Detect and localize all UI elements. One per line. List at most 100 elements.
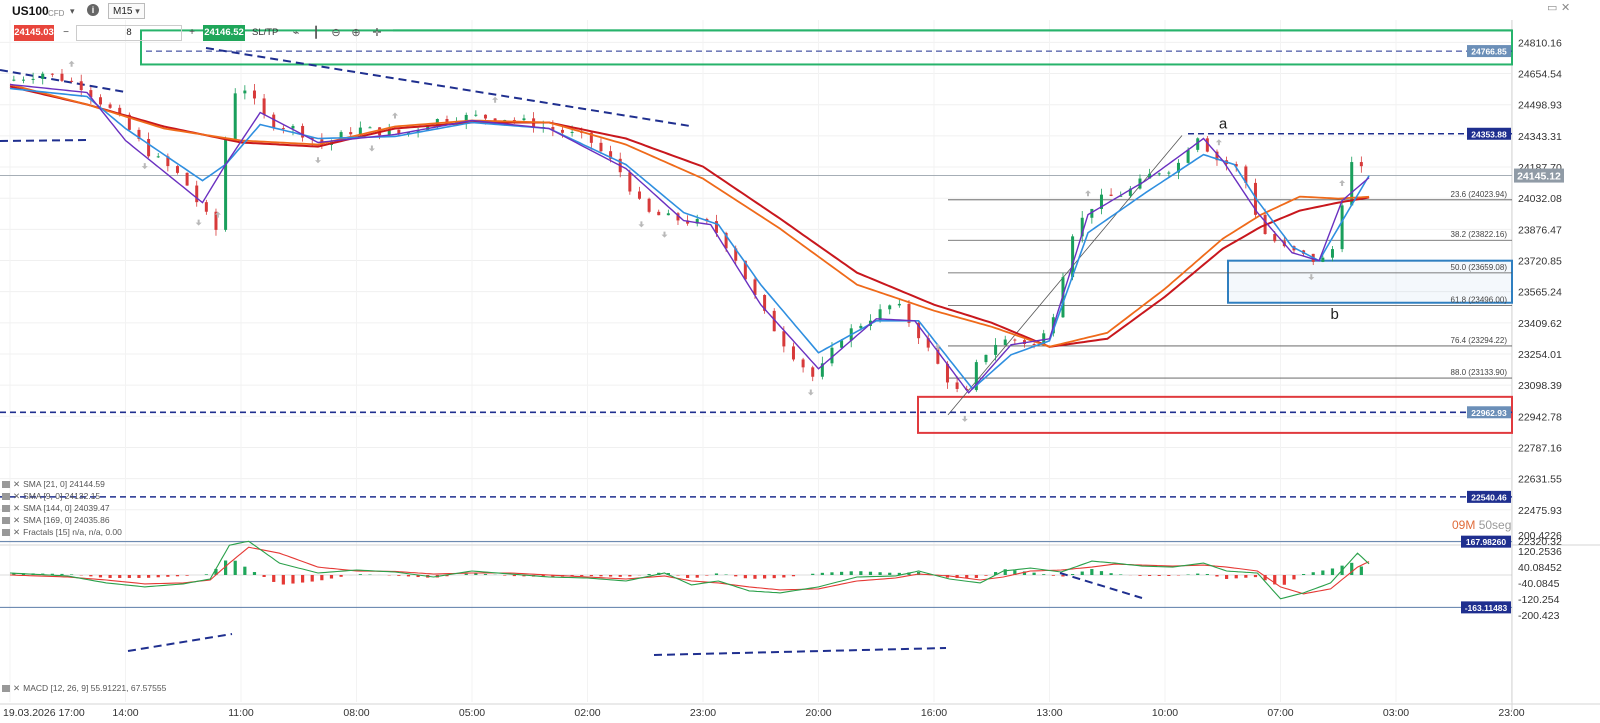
decrease-quantity-button[interactable]: − (63, 27, 69, 38)
wave-label: a (1219, 116, 1228, 133)
settings-icon[interactable] (2, 481, 10, 489)
close-icon[interactable]: ✕ (1561, 2, 1571, 14)
level-label-bg (1467, 406, 1511, 419)
macd-histogram-bar (1292, 575, 1296, 580)
macd-histogram-bar (840, 571, 844, 575)
candle-body (493, 118, 497, 122)
info-icon[interactable]: i (87, 4, 99, 16)
candle-body (878, 309, 882, 321)
macd-histogram-bar (291, 575, 295, 584)
buy-button[interactable]: 24146.52 (203, 25, 245, 41)
macd-histogram-bar (1244, 575, 1248, 578)
crosshair-icon[interactable]: ✛ (372, 27, 382, 39)
candle-body (994, 344, 998, 355)
level-label: 22962.93 (1471, 408, 1507, 418)
candle-body (127, 114, 131, 130)
settings-icon[interactable] (2, 529, 10, 537)
legend-item[interactable]: ✕ SMA [169, 0] 24035.86 (2, 514, 110, 526)
settings-icon[interactable] (2, 685, 10, 693)
increase-quantity-button[interactable]: + (189, 27, 195, 38)
macd-histogram-bar (243, 566, 247, 575)
sltp-button[interactable]: SL/TP (252, 27, 279, 38)
macd-histogram-bar (1032, 572, 1036, 575)
zoom-in-icon[interactable]: ⊕ (351, 27, 361, 39)
legend-item[interactable]: ✕ SMA [21, 0] 24144.59 (2, 478, 105, 490)
legend-item[interactable]: ✕ SMA [144, 0] 24039.47 (2, 502, 110, 514)
time-tick: 13:00 (1036, 707, 1062, 719)
macd-histogram-bar (551, 575, 555, 577)
candle-body (387, 129, 391, 136)
macd-histogram-bar (175, 575, 180, 577)
symbol-dropdown-icon[interactable]: ▾ (70, 6, 75, 16)
remove-icon[interactable]: ✕ (13, 491, 21, 501)
candle-body (743, 260, 747, 280)
horizontal-levels[interactable]: 24766.85 24353.88 22962.93 22540.46 (0, 45, 1512, 503)
maximize-icon[interactable]: ▭ (1547, 2, 1558, 14)
trendlines[interactable] (0, 47, 691, 142)
remove-icon[interactable]: ✕ (13, 479, 21, 489)
time-tick: 08:00 (343, 707, 369, 719)
macd-histogram-bar (406, 575, 411, 577)
macd-histogram-bar (628, 575, 632, 577)
sell-button[interactable]: 24145.03 (14, 25, 54, 41)
level-label-bg (1467, 45, 1511, 58)
candle-body (763, 294, 767, 311)
macd-histogram-bar (1022, 571, 1027, 575)
candle-body (1003, 339, 1007, 345)
macd-histogram-bar (416, 575, 420, 578)
candle-body (1167, 172, 1171, 174)
candle-body (522, 118, 526, 121)
macd-histogram-bar (1080, 571, 1084, 575)
fractal-arrow (68, 60, 75, 67)
candle-body (686, 220, 690, 224)
macd-histogram-bar (281, 575, 285, 585)
chart-grid (0, 20, 1600, 710)
macd-legend[interactable]: ✕ MACD [12, 26, 9] 55.91221, 67.57555 (2, 682, 166, 694)
macd-histogram-bar (888, 572, 892, 575)
legend-item[interactable]: ✕ SMA [9, 0] 24132.15 (2, 490, 100, 502)
settings-icon[interactable] (2, 493, 10, 501)
macd-histogram-bar (1061, 575, 1065, 577)
fibonacci-retracement[interactable]: 23.6 (24023.94) 38.2 (23822.16) 50.0 (2365… (947, 135, 1512, 416)
macd-histogram-bar (830, 572, 834, 575)
candle-body (1340, 205, 1344, 250)
legend-item[interactable]: ✕ Fractals [15] n/a, n/a, 0.00 (2, 526, 122, 538)
macd-histogram-bar (204, 574, 208, 575)
legend-text: SMA [21, 0] 24144.59 (23, 479, 105, 489)
macd-signal-line (9, 546, 1370, 595)
symbol-label[interactable]: US100 (12, 4, 49, 18)
macd-level-label: 167.98260 (1466, 537, 1506, 547)
settings-icon[interactable] (2, 505, 10, 513)
macd-histogram-bar (1003, 569, 1007, 575)
remove-icon[interactable]: ✕ (13, 515, 21, 525)
line-chart-icon[interactable]: ⌁ (292, 27, 300, 39)
remove-icon[interactable]: ✕ (13, 527, 21, 537)
macd-histogram-bar (89, 575, 93, 577)
candle-body (1042, 333, 1046, 345)
candle-body (310, 137, 314, 140)
remove-icon[interactable]: ✕ (13, 683, 21, 693)
candle-body (252, 90, 256, 99)
candle-body (166, 156, 170, 167)
price-tick: 23565.24 (1518, 287, 1562, 299)
remove-icon[interactable]: ✕ (13, 503, 21, 513)
candles (12, 69, 1363, 393)
macd-histogram-bar (339, 575, 343, 577)
quantity-input[interactable]: 8 (76, 25, 182, 41)
candle-body (474, 114, 478, 116)
zoom-out-icon[interactable]: ⊖ (331, 27, 341, 39)
fractal-markers (68, 60, 1346, 422)
settings-icon[interactable] (2, 517, 10, 525)
time-tick: 10:00 (1152, 707, 1178, 719)
fractal-arrow (1085, 190, 1091, 197)
candles-icon[interactable]: ┃ (312, 27, 320, 39)
candle-body (801, 359, 805, 368)
timeframe-select[interactable]: M15 ▾ (108, 3, 145, 19)
candle-body (224, 139, 228, 230)
price-tick: 24810.16 (1518, 37, 1562, 49)
macd-histogram-bar (1302, 574, 1306, 575)
fractal-arrow (1215, 139, 1222, 146)
macd-histogram-bar (50, 573, 54, 575)
candle-body (89, 90, 93, 98)
